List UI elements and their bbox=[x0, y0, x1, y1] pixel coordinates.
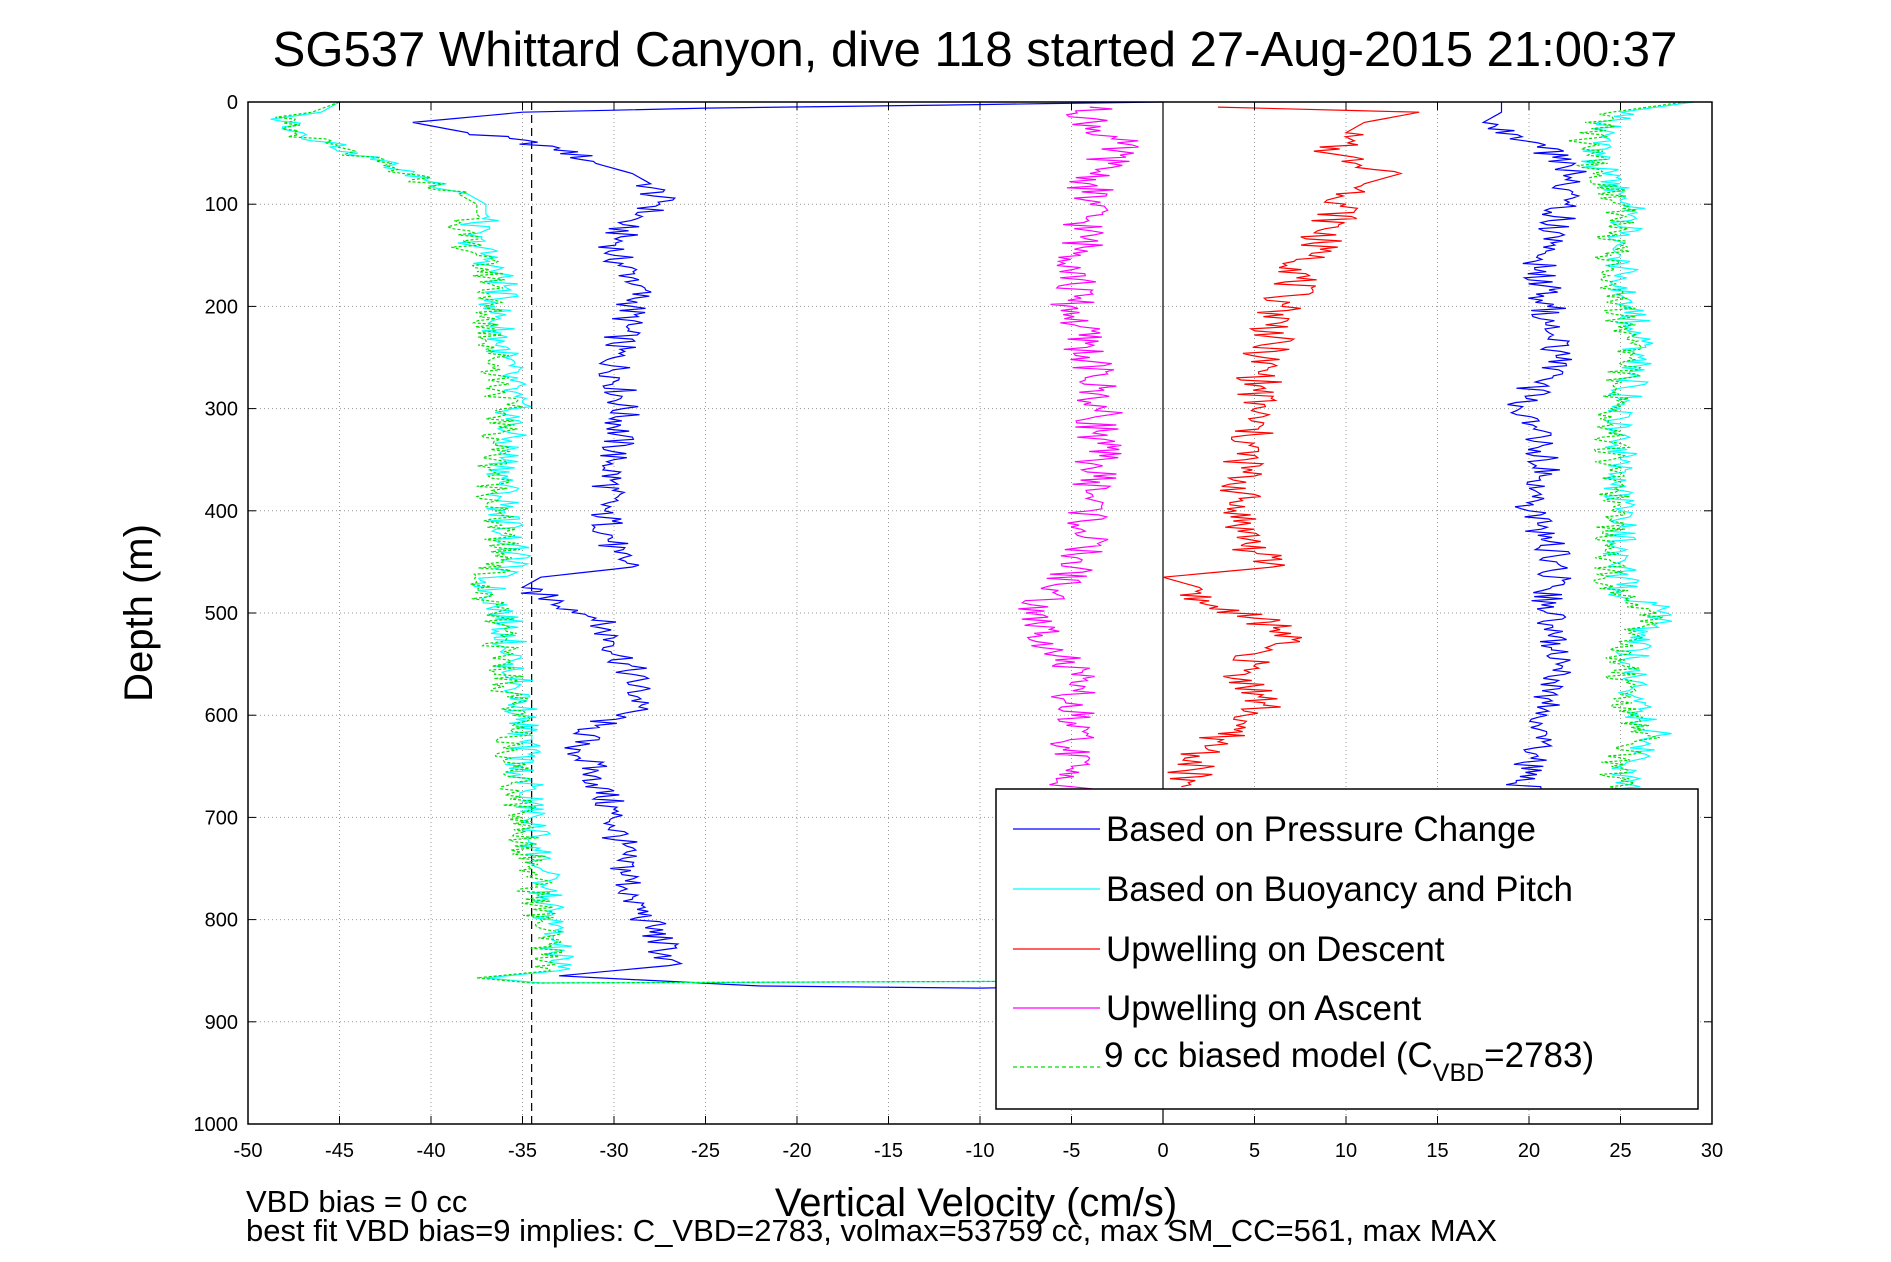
y-axis-label: Depth (m) bbox=[117, 524, 161, 702]
y-tick-label: 900 bbox=[205, 1012, 238, 1034]
series-line-upwelling-on-descent bbox=[1162, 106, 1420, 788]
series-line-upwelling-on-ascent bbox=[1018, 106, 1139, 808]
axis-ticks: -50 -45 -40 -35 -30 -25 -20 -15 -10 -5 0 5 10 15 20 25 3… bbox=[194, 92, 1724, 1162]
legend-label-pressure: Based on Pressure Change bbox=[1106, 810, 1536, 849]
y-tick-label: 600 bbox=[205, 705, 238, 727]
y-tick-label: 100 bbox=[205, 194, 238, 216]
best-fit-annotation: best fit VBD bias=9 implies: C_VBD=2783,… bbox=[246, 1213, 1497, 1248]
series-line-descent-based-on-buoyancy-and-pitch bbox=[270, 101, 574, 984]
x-tick-label: -15 bbox=[874, 1140, 903, 1162]
x-tick-label: -5 bbox=[1063, 1140, 1081, 1162]
y-tick-label: 500 bbox=[205, 603, 238, 625]
x-tick-label: 10 bbox=[1335, 1140, 1357, 1162]
x-tick-label: 25 bbox=[1609, 1140, 1631, 1162]
x-axis-label: Vertical Velocity (cm/s) bbox=[775, 1181, 1177, 1225]
x-tick-label: -10 bbox=[966, 1140, 995, 1162]
y-tick-label: 0 bbox=[227, 92, 238, 114]
y-tick-label: 300 bbox=[205, 399, 238, 421]
chart-title: SG537 Whittard Canyon, dive 118 started … bbox=[273, 23, 1678, 77]
legend-label-ascent: Upwelling on Ascent bbox=[1106, 989, 1421, 1028]
legend-label-model: 9 cc biased model (CVBD=2783) bbox=[1104, 1036, 1594, 1087]
x-tick-label: 5 bbox=[1249, 1140, 1260, 1162]
x-tick-label: 0 bbox=[1157, 1140, 1168, 1162]
x-tick-label: -20 bbox=[783, 1140, 812, 1162]
x-tick-label: -45 bbox=[325, 1140, 354, 1162]
y-tick-label: 400 bbox=[205, 501, 238, 523]
x-tick-label: 30 bbox=[1701, 1140, 1723, 1162]
x-tick-label: -40 bbox=[417, 1140, 446, 1162]
legend-label-buoyancy: Based on Buoyancy and Pitch bbox=[1106, 870, 1573, 909]
legend-label-descent: Upwelling on Descent bbox=[1106, 930, 1445, 969]
legend-box bbox=[995, 788, 1699, 1110]
series-line-descent-based-on-pressure-change bbox=[412, 101, 1164, 989]
x-tick-label: -25 bbox=[691, 1140, 720, 1162]
y-tick-label: 700 bbox=[205, 807, 238, 829]
x-tick-label: -30 bbox=[600, 1140, 629, 1162]
x-tick-label: -35 bbox=[508, 1140, 537, 1162]
x-tick-label: -50 bbox=[234, 1140, 263, 1162]
vbd-bias-annotation: VBD bias = 0 cc bbox=[246, 1184, 467, 1219]
legend: Based on Pressure Change Based on Buoyan… bbox=[995, 788, 1699, 1110]
series-line-descent-9-cc-biased-model-cvbd-2783- bbox=[275, 101, 565, 984]
x-tick-label: 15 bbox=[1426, 1140, 1448, 1162]
data-series bbox=[270, 101, 1694, 989]
y-tick-label: 1000 bbox=[194, 1114, 239, 1136]
y-tick-label: 800 bbox=[205, 910, 238, 932]
x-tick-label: 20 bbox=[1518, 1140, 1540, 1162]
y-tick-label: 200 bbox=[205, 296, 238, 318]
